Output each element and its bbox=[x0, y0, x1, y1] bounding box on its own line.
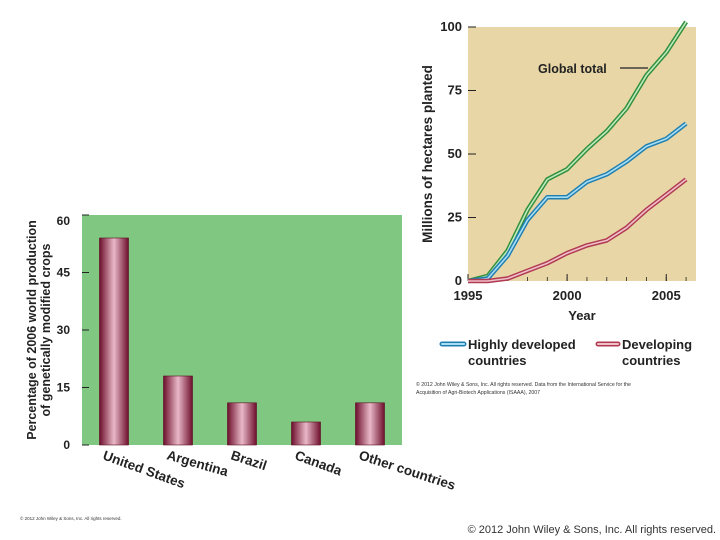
line-y-tick-label: 75 bbox=[448, 83, 462, 98]
line-chart-series bbox=[467, 20, 688, 284]
bar-united-states bbox=[99, 237, 129, 446]
legend-label-developed-line-2: countries bbox=[468, 353, 527, 368]
line-y-tick-label: 25 bbox=[448, 210, 462, 225]
bar-canada bbox=[291, 421, 321, 446]
source-note-line-1: © 2012 John Wiley & Sons, Inc. All right… bbox=[416, 381, 631, 388]
line-x-tick-label: 2005 bbox=[652, 288, 681, 303]
series-highly-developed bbox=[467, 121, 688, 284]
legend-label-developing-line-1: Developing bbox=[622, 337, 692, 352]
line-chart-ylabel: Millions of hectares planted bbox=[420, 65, 435, 243]
line-y-tick-label: 100 bbox=[440, 19, 462, 34]
line-x-tick-label: 1995 bbox=[454, 288, 483, 303]
bar-chart-copyright: © 2012 John Wiley & Sons, Inc. All right… bbox=[20, 515, 122, 521]
bar-chart-ylabel-line-2: of genetically modified crops bbox=[39, 243, 53, 416]
bar-brazil bbox=[227, 402, 257, 446]
bar-category-label: Brazil bbox=[229, 448, 269, 474]
legend-label-developed-line-1: Highly developed bbox=[468, 337, 576, 352]
bar-chart-y-axis: 0 15 30 45 60 bbox=[57, 214, 89, 452]
bar-argentina bbox=[163, 375, 193, 446]
series-global-total-highlight bbox=[467, 21, 687, 282]
global-total-annotation: Global total bbox=[538, 62, 607, 76]
bar-chart-ylabel-line-1: Percentage of 2006 world production bbox=[25, 220, 39, 440]
line-y-tick-label: 0 bbox=[455, 273, 462, 288]
line-chart-xlabel: Year bbox=[568, 308, 595, 323]
footer-copyright: © 2012 John Wiley & Sons, Inc. All right… bbox=[467, 524, 716, 536]
series-highly-developed-highlight bbox=[467, 122, 687, 282]
bar-y-tick-label: 45 bbox=[57, 266, 71, 280]
line-chart-legend: Highly developed countries Developing co… bbox=[439, 337, 692, 368]
bar-y-tick-label: 60 bbox=[57, 214, 71, 228]
line-chart-y-axis: 0 25 50 75 100 bbox=[440, 19, 476, 288]
series-developing bbox=[468, 177, 688, 284]
bar-chart-bars bbox=[99, 237, 385, 446]
source-note-line-2: Acquisition of Agri-Biotech Applications… bbox=[416, 390, 540, 396]
bar-y-tick-label: 15 bbox=[57, 381, 71, 395]
line-x-tick-label: 2000 bbox=[553, 288, 582, 303]
line-y-tick-label: 50 bbox=[448, 146, 462, 161]
bar-category-label: Canada bbox=[293, 448, 344, 479]
legend-label-developing-line-2: countries bbox=[622, 353, 681, 368]
bar-y-tick-label: 30 bbox=[57, 323, 71, 337]
bar-category-label: Other countries bbox=[357, 448, 457, 493]
series-global-total bbox=[467, 20, 688, 284]
line-chart: 0 25 50 75 100 1995 2000 2005 Millions of hect… bbox=[416, 19, 696, 396]
bar-other-countries bbox=[355, 402, 385, 446]
bar-y-tick-label: 0 bbox=[63, 438, 70, 452]
series-developing-highlight bbox=[468, 178, 687, 282]
line-chart-x-axis: 1995 2000 2005 bbox=[454, 274, 687, 303]
